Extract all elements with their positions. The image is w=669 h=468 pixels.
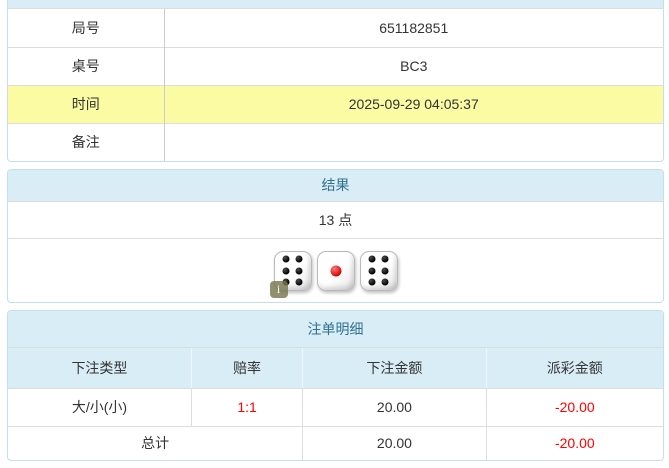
table-row-remark: 备注 — [8, 122, 663, 161]
result-panel-title: 结果 — [8, 170, 663, 202]
col-header-bet-amount: 下注金额 — [302, 348, 487, 389]
game-info-table: 局号 651182851 桌号 BC3 时间 2025-09-29 04:05:… — [8, 9, 663, 161]
pip — [368, 255, 376, 263]
remark-value — [163, 122, 663, 161]
pip — [381, 267, 389, 274]
result-panel: 结果 13 点 i — [7, 169, 664, 303]
pip — [368, 267, 376, 274]
payout-amount-value: -20.00 — [485, 388, 663, 426]
bet-row: 大/小(小) 1:1 20.00 -20.00 — [8, 388, 663, 426]
bet-details-panel: 注单明细 下注类型 赔率 下注金额 派彩金额 大/小(小) 1:1 20.00 … — [7, 310, 664, 461]
pip — [282, 267, 290, 274]
pip — [368, 278, 376, 286]
info-icon[interactable]: i — [269, 280, 288, 298]
round-number-value: 651182851 — [163, 9, 663, 47]
game-info-panel: 局号 651182851 桌号 BC3 时间 2025-09-29 04:05:… — [7, 0, 664, 162]
total-bet-amount: 20.00 — [302, 425, 487, 460]
red-pip — [330, 265, 341, 276]
pip — [381, 255, 389, 263]
bet-table-header-row: 下注类型 赔率 下注金额 派彩金额 — [8, 348, 663, 389]
total-label: 总计 — [8, 425, 303, 460]
game-info-heading-cutoff — [8, 0, 663, 9]
col-header-bet-type: 下注类型 — [8, 348, 192, 389]
table-row-table-no: 桌号 BC3 — [8, 46, 663, 85]
table-row-time: 时间 2025-09-29 04:05:37 — [8, 84, 663, 123]
result-points: 13 点 — [8, 202, 663, 239]
pip — [295, 267, 303, 274]
dice-group: i — [8, 239, 663, 302]
bet-details-table: 下注类型 赔率 下注金额 派彩金额 大/小(小) 1:1 20.00 -20.0… — [8, 348, 663, 460]
table-row-round: 局号 651182851 — [8, 9, 663, 47]
total-row: 总计 20.00 -20.00 — [8, 425, 663, 460]
odds-value: 1:1 — [190, 388, 303, 426]
die-face-1 — [316, 250, 355, 291]
bet-details-title: 注单明细 — [8, 311, 663, 348]
round-number-label: 局号 — [71, 19, 100, 36]
time-value: 2025-09-29 04:05:37 — [163, 84, 663, 123]
time-label: 时间 — [8, 84, 164, 123]
table-number-label: 桌号 — [8, 46, 164, 85]
bet-type-value: 大/小(小) — [71, 399, 128, 415]
die-face-6 — [359, 250, 398, 291]
total-payout-amount: -20.00 — [485, 425, 663, 460]
remark-label: 备注 — [8, 122, 164, 161]
col-header-odds: 赔率 — [190, 348, 303, 389]
pip — [381, 278, 389, 286]
pip — [295, 278, 303, 286]
table-number-value: BC3 — [163, 46, 663, 85]
pip — [295, 255, 303, 263]
bet-amount-value: 20.00 — [302, 388, 487, 426]
pip — [282, 255, 290, 263]
die-face-6: i — [269, 250, 312, 298]
col-header-payout-amount: 派彩金额 — [485, 348, 663, 389]
